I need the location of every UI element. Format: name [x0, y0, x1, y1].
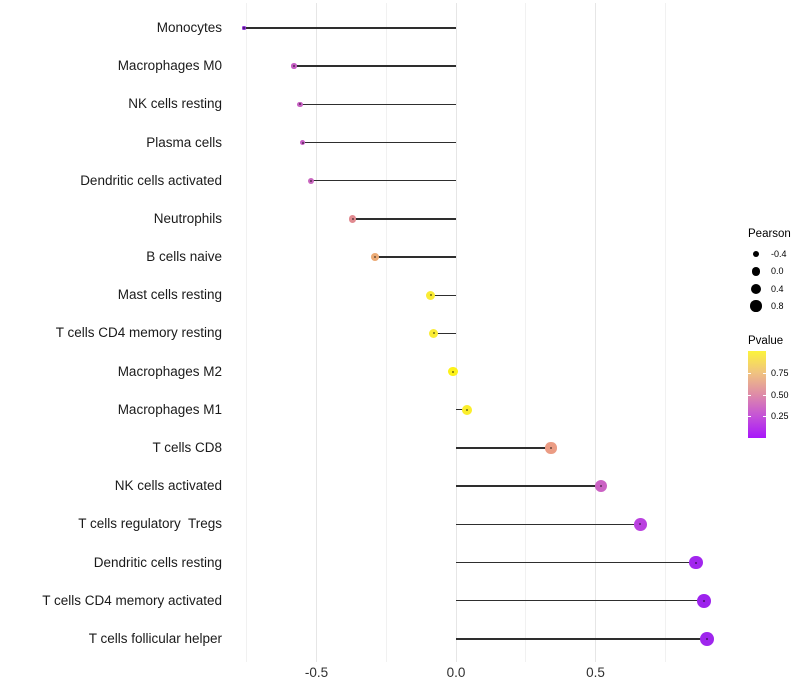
x-axis-tick-label: 0.0 [446, 665, 466, 680]
pearson-legend-title: Pearson [748, 228, 791, 240]
x-gridline-minor [385, 3, 387, 662]
lollipop-dot-center [694, 561, 697, 564]
x-gridline-minor [664, 3, 666, 662]
category-label: T cells CD4 memory resting [55, 325, 222, 341]
category-label: Macrophages M1 [117, 401, 222, 417]
lollipop-dot-center [706, 637, 709, 640]
x-gridline-major [455, 3, 457, 662]
pvalue-tickmark [763, 394, 766, 396]
lollipop-line [310, 180, 456, 182]
lollipop-line [243, 27, 456, 29]
pvalue-tick-label: 0.25 [771, 411, 789, 422]
pvalue-tick-label: 0.50 [771, 389, 789, 400]
x-gridline-minor [525, 3, 527, 662]
pearson-size-label: 0.0 [771, 266, 784, 277]
pvalue-tickmark [763, 416, 766, 418]
category-label: Plasma cells [146, 134, 222, 150]
pearson-size-dot [752, 250, 760, 258]
x-axis-tick-label: -0.5 [304, 665, 329, 680]
pearson-size-label: 0.4 [771, 283, 784, 294]
pvalue-tickmark [748, 416, 751, 418]
lollipop-dot-center [374, 256, 377, 259]
category-label: Macrophages M2 [117, 363, 222, 379]
pearson-size-dot [751, 267, 761, 276]
category-label: Neutrophils [153, 210, 222, 226]
pvalue-legend-title: Pvalue [748, 335, 784, 347]
category-label: Dendritic cells resting [93, 554, 222, 570]
lollipop-line [299, 103, 456, 106]
x-gridline-major [316, 3, 317, 662]
lollipop-line [456, 523, 641, 526]
lollipop-dot-center [600, 485, 603, 488]
pearson-size-dot [751, 283, 761, 294]
lollipop-line [456, 561, 696, 564]
category-label: T cells CD8 [152, 439, 222, 455]
pvalue-tickmark [763, 372, 766, 374]
lollipop-dot-center [432, 332, 435, 335]
lollipop-dot-center [298, 103, 301, 106]
lollipop-line [294, 65, 456, 67]
x-gridline-major [595, 3, 596, 662]
pvalue-gradient-bar [748, 351, 766, 438]
lollipop-dot-center [549, 446, 552, 449]
lollipop-dot-center [351, 217, 354, 220]
lollipop-line [456, 485, 602, 487]
lollipop-line [456, 447, 551, 449]
lollipop-dot-center [301, 141, 304, 144]
lollipop-dot-center [639, 523, 642, 526]
category-label: T cells regulatory Tregs [78, 516, 222, 532]
lollipop-dot-center [293, 65, 296, 68]
lollipop-dot-center [452, 370, 455, 373]
lollipop-line [456, 638, 708, 640]
category-label: Monocytes [156, 20, 222, 35]
category-label: Macrophages M0 [117, 58, 222, 74]
pearson-size-label: 0.8 [771, 300, 784, 311]
pearson-size-label: -0.4 [771, 249, 787, 259]
category-label: T cells follicular helper [88, 630, 222, 646]
lollipop-dot-center [242, 27, 245, 29]
lollipop-line [456, 600, 705, 602]
lollipop-line [352, 218, 456, 220]
category-label: B cells naive [146, 249, 222, 265]
lollipop-dot-center [309, 179, 312, 182]
category-label: T cells CD4 memory activated [42, 592, 222, 608]
pearson-size-dot [750, 300, 762, 312]
pvalue-tick-label: 0.75 [771, 367, 789, 378]
x-gridline-minor [246, 3, 248, 662]
x-axis-tick-label: 0.5 [586, 665, 605, 680]
lollipop-dot-center [466, 408, 469, 411]
category-label: Dendritic cells activated [80, 172, 222, 188]
lollipop-line [375, 256, 456, 258]
category-label: NK cells activated [114, 478, 222, 494]
category-label: Mast cells resting [117, 287, 222, 303]
lollipop-line [302, 141, 456, 144]
pvalue-tickmark [748, 372, 751, 374]
lollipop-line [456, 409, 468, 411]
lollipop-dot-center [429, 294, 432, 297]
pvalue-tickmark [748, 394, 751, 396]
lollipop-dot-center [703, 599, 706, 602]
lollipop-line [433, 332, 456, 335]
category-label: NK cells resting [128, 96, 222, 112]
lollipop-line [430, 294, 456, 296]
